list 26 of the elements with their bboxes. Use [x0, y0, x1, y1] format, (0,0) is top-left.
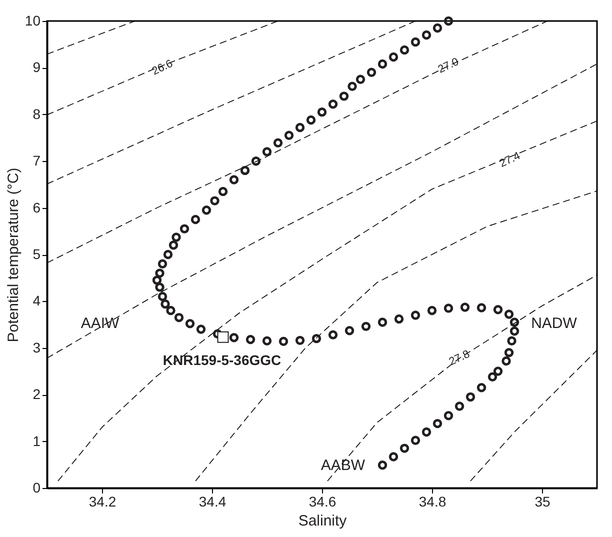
y-tick-label: 3	[32, 339, 41, 356]
y-tick-label: 4	[32, 292, 41, 309]
y-tick-label: 2	[32, 386, 41, 402]
annotation: 27.4	[498, 150, 522, 170]
y-tick-label: 10	[24, 12, 41, 28]
y-tick-label: 1	[32, 432, 41, 449]
y-tick-label: 6	[32, 199, 41, 216]
annotation: NADW	[531, 315, 578, 332]
x-axis-title: Salinity	[298, 512, 348, 530]
y-axis-title: Potential temperature (°C)	[4, 168, 22, 342]
annotation: KNR159-5-36GGC	[162, 352, 282, 368]
annotation: AAIW	[80, 315, 120, 332]
y-tick-label: 8	[32, 106, 41, 122]
x-tick-label: 35	[534, 494, 550, 510]
x-tick-label: 34.4	[198, 494, 226, 510]
x-tick-label: 34.6	[308, 494, 336, 510]
y-tick-label: 9	[32, 59, 41, 76]
annotation: AABW	[320, 457, 366, 474]
annotation: 27.0	[436, 56, 461, 76]
y-tick-label: 0	[32, 480, 41, 496]
y-tick-label: 5	[32, 246, 41, 262]
annotation: 26.6	[150, 58, 175, 78]
y-tick-label: 7	[32, 152, 41, 169]
annotation: 27.8	[447, 348, 472, 368]
x-tick-label: 34.2	[88, 494, 116, 510]
x-tick-label: 34.8	[418, 494, 446, 510]
